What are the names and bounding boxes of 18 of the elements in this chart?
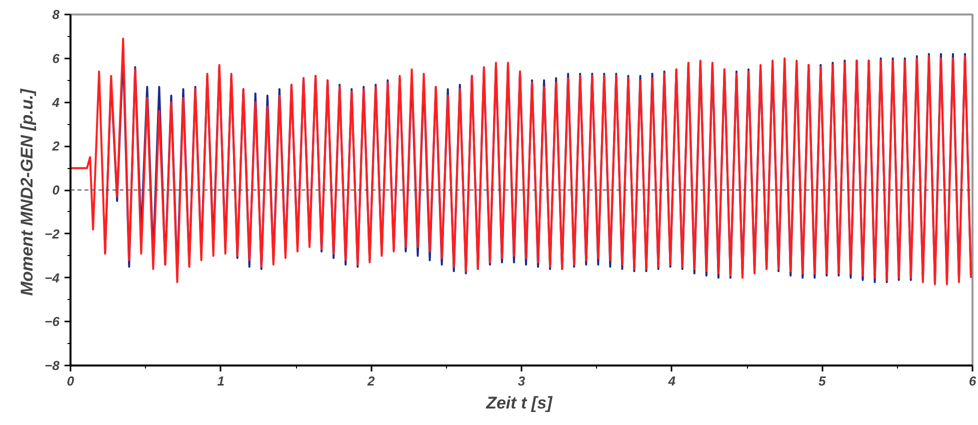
y-tick-label: 0 (52, 182, 60, 198)
y-tick-label: 4 (51, 94, 60, 110)
y-tick-label: −4 (44, 270, 60, 286)
x-tick-label: 6 (968, 374, 977, 388)
y-tick-label: −6 (44, 314, 60, 330)
y-tick-label: 6 (52, 50, 60, 66)
x-axis-title: Zeit t [s] (485, 394, 554, 412)
x-tick-label: 4 (667, 374, 676, 388)
y-axis-title: Moment MND2-GEN [p.u.] (18, 88, 37, 296)
x-tick-label: 1 (217, 374, 224, 388)
y-tick-label: −2 (44, 226, 60, 242)
x-tick-label: 3 (518, 374, 526, 388)
y-tick-label: 2 (51, 138, 60, 154)
x-tick-label: 2 (366, 374, 376, 388)
y-tick-label: −8 (44, 358, 60, 373)
x-tick-label: 0 (66, 374, 75, 388)
y-tick-label: 8 (52, 7, 60, 22)
x-tick-label: 5 (818, 374, 827, 388)
